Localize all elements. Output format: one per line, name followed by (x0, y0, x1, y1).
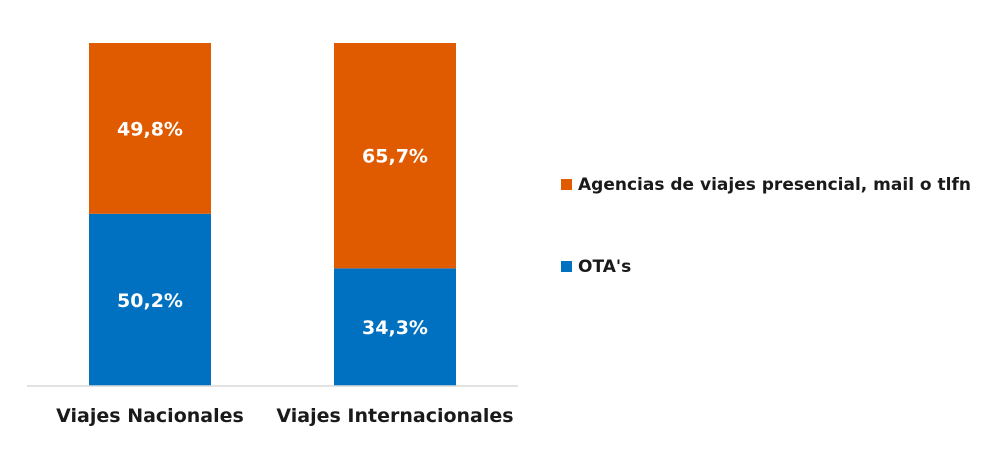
category-label-viajes-internacionales: Viajes Internacionales (276, 405, 513, 427)
bar-viajes-internacionales-ota-s (334, 268, 456, 386)
plot-area: 50,2% 49,8% 34,3% 65,7% (89, 43, 456, 386)
bar-viajes-nacionales-ota-s (89, 213, 211, 386)
bar-viajes-nacionales-agencias-de-viajes-presencial-mail-o-tlfn (89, 43, 211, 214)
legend-label-agencias-de-viajes-presencial-mail-o-tlfn: Agencias de viajes presencial, mail o tl… (578, 175, 971, 195)
bar-viajes-internacionales-agencias-de-viajes-presencial-mail-o-tlfn (334, 43, 456, 269)
legend-swatch-agencias-de-viajes-presencial-mail-o-tlfn (561, 179, 572, 190)
legend-label-ota-s: OTA's (578, 257, 631, 277)
legend: Agencias de viajes presencial, mail o tl… (561, 175, 971, 277)
data-label-viajes-internacionales-agencias-de-viajes-presencial-mail-o-tlfn: 65,7% (362, 146, 428, 168)
legend-swatch-ota-s (561, 261, 572, 272)
data-label-viajes-nacionales-agencias-de-viajes-presencial-mail-o-tlfn: 49,8% (117, 118, 183, 140)
data-label-viajes-internacionales-ota-s: 34,3% (362, 317, 428, 339)
category-label-viajes-nacionales: Viajes Nacionales (56, 405, 244, 427)
category-labels: Viajes Nacionales Viajes Internacionales (56, 405, 513, 427)
data-label-viajes-nacionales-ota-s: 50,2% (117, 290, 183, 312)
